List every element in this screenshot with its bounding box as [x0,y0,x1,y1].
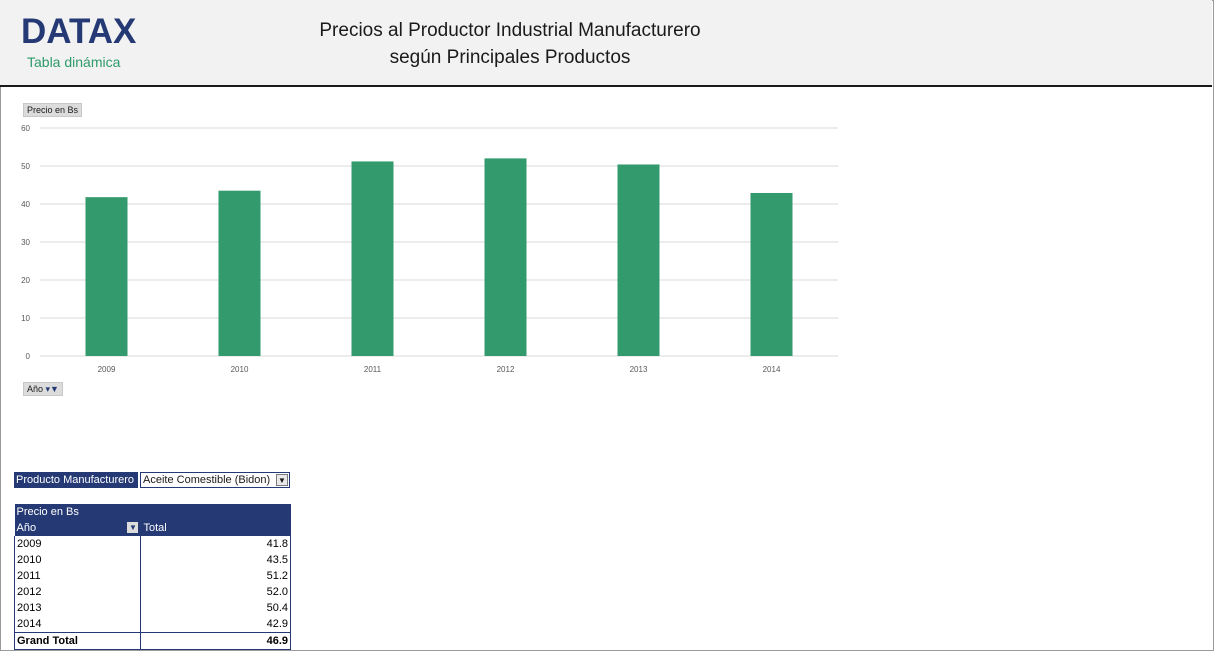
row-value: 51.2 [140,568,291,584]
row-label: 2014 [13,616,142,633]
price-bar-chart: 0 10 20 30 40 50 60 2009 2010 2011 2012 2013 2014 [21,124,838,374]
logo-subtitle: Tabla dinámica [27,54,121,70]
row-label: 2009 [13,536,142,552]
y-tick-label: 0 [26,352,31,361]
row-value: 50.4 [140,600,291,616]
row-value: 43.5 [140,552,291,568]
y-tick-label: 20 [21,276,30,285]
bar-2011[interactable] [351,161,394,356]
bar-2010[interactable] [218,190,261,356]
row-value: 52.0 [140,584,291,600]
grand-total-label: Grand Total [13,632,142,650]
x-tick-label: 2013 [630,365,648,374]
row-filter-icon[interactable]: ▼ [127,522,139,533]
y-tick-label: 60 [21,124,30,133]
bar-2012[interactable] [484,158,527,356]
pivot-filter-value: Aceite Comestible (Bidon) [143,474,271,486]
row-label: 2012 [13,584,142,600]
y-tick-label: 10 [21,314,30,323]
table-row: 2014 42.9 [13,616,291,633]
axis-field-label: Año [27,384,44,394]
table-row: 2013 50.4 [13,600,291,616]
pivot-filter-label: Producto Manufacturero [14,472,138,488]
table-row: 2011 51.2 [13,568,291,584]
pivot-row-header-label: Año [16,522,37,534]
y-tick-label: 30 [21,238,30,247]
row-label: 2010 [13,552,142,568]
y-tick-label: 50 [21,162,30,171]
title-line-2: según Principales Productos [389,47,631,68]
x-tick-label: 2014 [763,365,781,374]
title-line-1: Precios al Productor Industrial Manufact… [319,20,701,41]
table-row: 2010 43.5 [13,552,291,568]
grand-total-value: 46.9 [140,632,291,650]
dashboard-header: DATAX Tabla dinámica Precios al Producto… [0,0,1212,87]
pivot-value-header-blank [140,504,291,520]
table-row: 2009 41.8 [13,536,291,552]
value-field-button[interactable]: Precio en Bs [23,103,83,117]
filter-icon[interactable]: ▼ [276,474,288,486]
filter-dropdown-icon: ▾▼ [45,384,59,394]
pivot-filter-dropdown[interactable]: Aceite Comestible (Bidon) ▼ [140,472,290,488]
row-value: 41.8 [140,536,291,552]
bar-2009[interactable] [85,197,128,356]
x-tick-label: 2010 [231,365,249,374]
x-tick-label: 2009 [98,365,116,374]
row-label: 2013 [13,600,142,616]
axis-field-button[interactable]: Año ▾▼ [23,382,63,396]
bar-2014[interactable] [750,192,793,356]
table-row: 2012 52.0 [13,584,291,600]
pivot-table: Precio en Bs Año ▼ Total 2009 41.8 2010 4… [13,504,291,650]
x-tick-label: 2012 [497,365,515,374]
pivot-row-header[interactable]: Año ▼ [14,520,142,536]
x-tick-label: 2011 [364,365,382,374]
page-title: Precios al Productor Industrial Manufact… [260,17,760,71]
bar-2013[interactable] [617,164,660,356]
pivot-col-header: Total [140,520,291,536]
row-label: 2011 [13,568,142,584]
y-tick-label: 40 [21,200,30,209]
row-value: 42.9 [140,616,291,633]
datax-logo: DATAX [21,12,137,51]
grand-total-row: Grand Total 46.9 [13,632,291,650]
pivot-value-header: Precio en Bs [14,504,142,520]
